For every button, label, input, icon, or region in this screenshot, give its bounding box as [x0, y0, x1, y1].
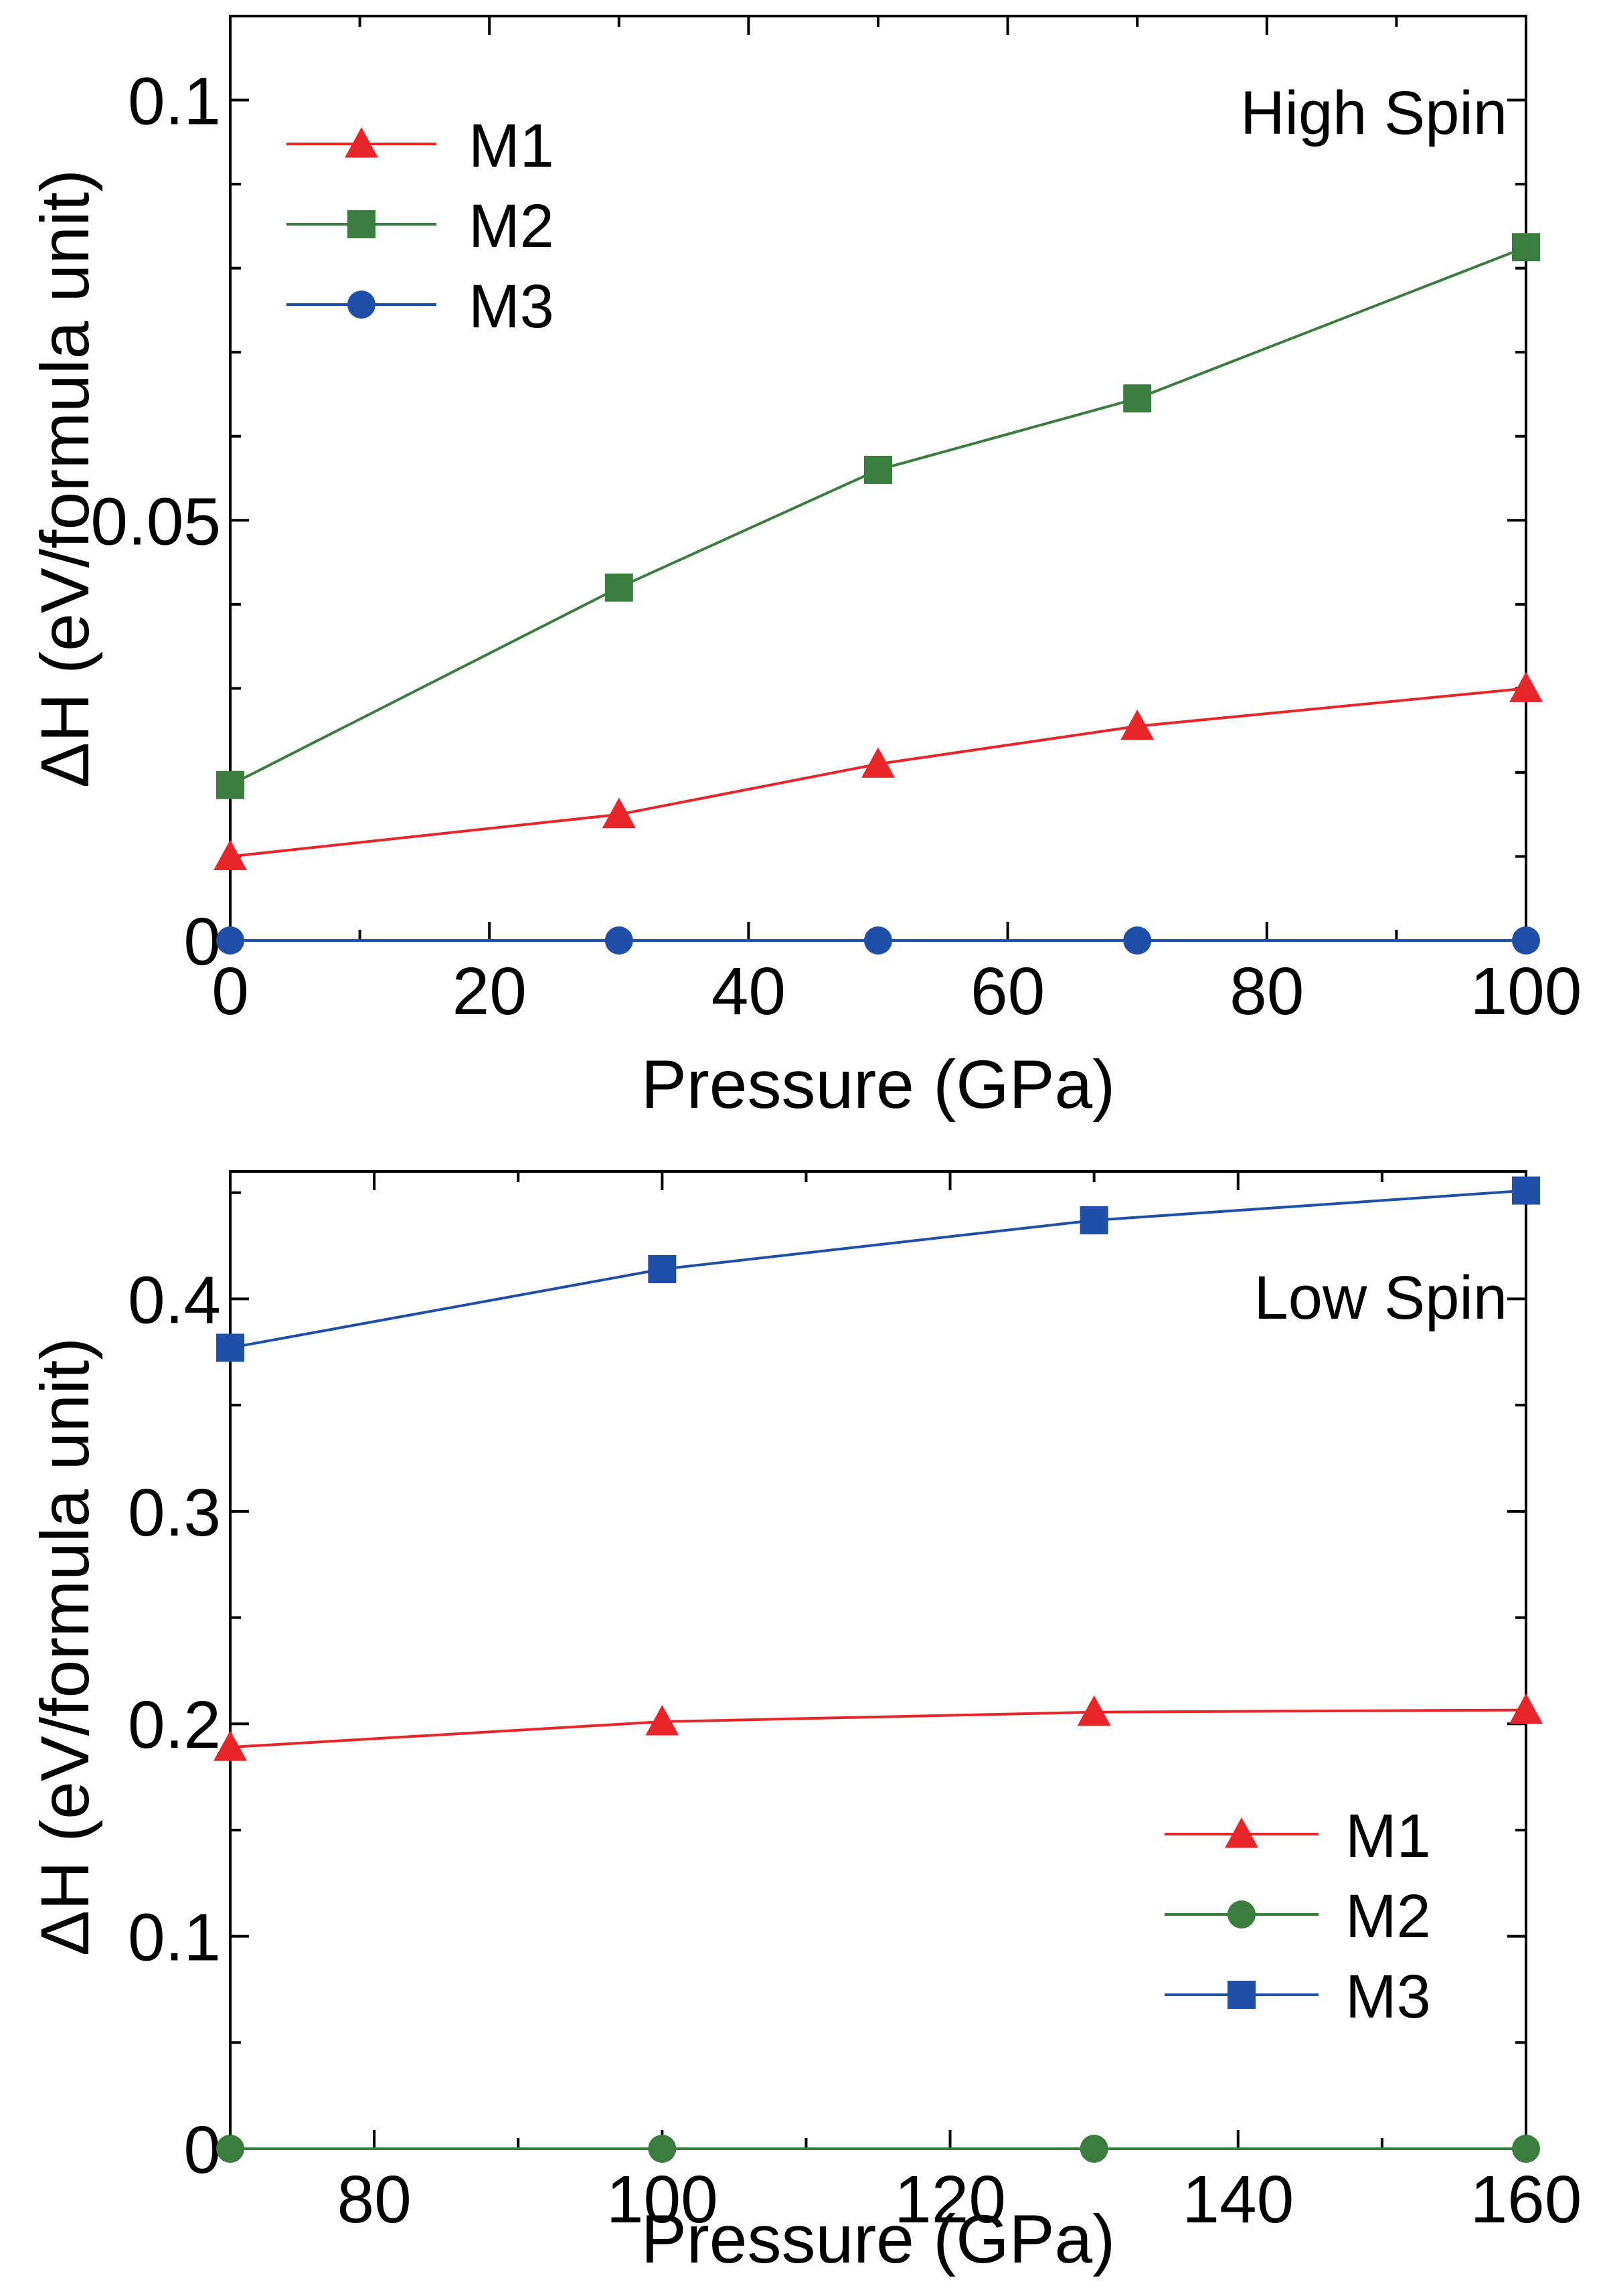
y-axis-title: ΔH (eV/formula unit) [27, 169, 103, 788]
data-point-m2 [216, 770, 244, 799]
x-tick-label: 20 [452, 954, 527, 1029]
x-tick-label: 160 [1470, 2162, 1582, 2237]
x-tick-label: 40 [711, 954, 786, 1029]
data-point-m1 [645, 1705, 679, 1736]
x-tick-label: 120 [894, 2162, 1006, 2237]
high-spin-panel: 0 20 40 60 80 100 0 0.05 0.1 Pressure (GPa) ΔH (eV… [27, 15, 1582, 1123]
series-line-m1 [230, 1708, 1527, 1749]
data-point-m1 [1509, 1693, 1543, 1724]
data-point-m2 [1123, 384, 1152, 413]
x-tick-label: 80 [337, 2162, 411, 2237]
y-tick-label: 0 [183, 904, 221, 979]
data-point-m2 [1512, 2135, 1540, 2163]
data-point-m3 [216, 926, 244, 955]
panel-annotation: High Spin [1240, 79, 1507, 147]
legend-marker [1225, 1817, 1258, 1848]
data-point-m3 [1512, 1176, 1540, 1205]
series-m2 [216, 233, 1540, 799]
y-tick-label: 0.1 [128, 1900, 221, 1975]
data-point-m2 [1512, 233, 1540, 262]
x-axis-title: Pressure (GPa) [641, 2201, 1116, 2277]
low-spin-panel: 80 100 120 140 160 0 0.1 0.2 0.3 0.4 Pressure (GPa… [27, 1170, 1582, 2277]
series-m2 [216, 2135, 1540, 2163]
data-point-m3 [1080, 1206, 1108, 1234]
data-point-m1 [214, 839, 247, 870]
data-point-m2 [604, 573, 633, 602]
y-tick-label: 0.4 [128, 1262, 221, 1337]
legend-marker [1228, 1900, 1256, 1929]
data-point-m2 [216, 2135, 244, 2163]
legend-marker [345, 127, 378, 158]
legend-label: M3 [1345, 1963, 1431, 2031]
y-axis-title: ΔH (eV/formula unit) [27, 1337, 103, 1956]
legend-marker [347, 210, 375, 238]
y-tick-label: 0.2 [128, 1688, 221, 1762]
legend-label: M1 [469, 112, 554, 180]
data-point-m3 [864, 926, 892, 955]
legend-marker [347, 291, 375, 319]
series-line-m3 [230, 1189, 1527, 1349]
x-tick-label: 80 [1230, 954, 1304, 1029]
x-tick-label: 60 [970, 954, 1045, 1029]
data-point-m3 [1512, 926, 1540, 955]
data-point-m2 [648, 2135, 677, 2163]
series-m1 [214, 671, 1543, 870]
x-tick-label: 100 [1470, 954, 1582, 1029]
data-point-m3 [216, 1333, 244, 1362]
data-point-m1 [214, 1730, 247, 1761]
legend: M1 M2 M3 [286, 112, 554, 341]
data-point-m3 [604, 926, 633, 955]
data-point-m1 [1077, 1695, 1111, 1726]
x-tick-label: 140 [1182, 2162, 1294, 2237]
y-tick-label: 0 [183, 2113, 221, 2188]
data-point-m3 [648, 1255, 677, 1283]
x-tick-label: 0 [212, 954, 249, 1029]
data-point-m1 [602, 797, 636, 829]
data-point-m1 [1120, 709, 1155, 740]
series-m3 [216, 926, 1540, 955]
y-tick-label: 0.05 [90, 484, 221, 559]
legend-label: M3 [469, 272, 554, 341]
series-m3 [216, 1176, 1540, 1362]
x-axis-title: Pressure (GPa) [641, 1046, 1116, 1123]
y-tick-label: 0.1 [128, 64, 221, 139]
x-tick-label: 100 [606, 2162, 718, 2237]
series-line-m2 [230, 246, 1527, 787]
data-point-m1 [861, 747, 895, 778]
data-point-m3 [1123, 926, 1152, 955]
legend: M1 M2 M3 [1165, 1802, 1431, 2031]
series-m1 [214, 1693, 1543, 1761]
legend-label: M1 [1345, 1802, 1431, 1870]
legend-label: M2 [1345, 1882, 1431, 1951]
y-tick-label: 0.3 [128, 1475, 221, 1550]
data-point-m2 [864, 455, 892, 484]
data-point-m1 [1509, 671, 1543, 702]
legend-marker [1228, 1981, 1256, 2009]
panel-annotation: Low Spin [1254, 1264, 1507, 1332]
legend-label: M2 [469, 192, 554, 260]
data-point-m2 [1080, 2135, 1108, 2163]
